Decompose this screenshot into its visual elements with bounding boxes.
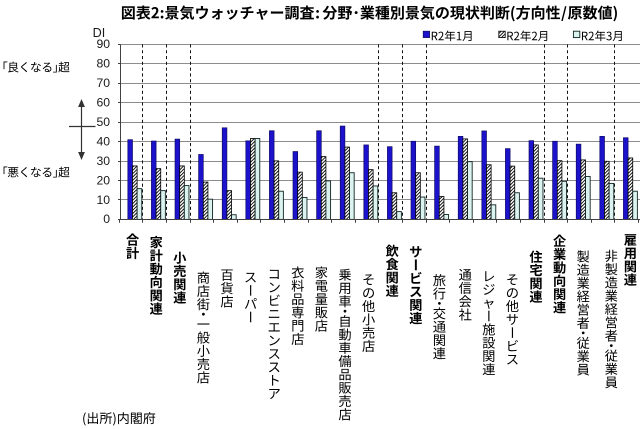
svg-text:DI: DI (93, 26, 106, 40)
svg-text:10: 10 (96, 193, 110, 207)
svg-text:40: 40 (96, 134, 110, 148)
svg-text:20: 20 (96, 173, 110, 187)
svg-text:0: 0 (103, 212, 110, 226)
svg-text:60: 60 (96, 96, 110, 110)
svg-text:70: 70 (96, 76, 110, 90)
svg-text:90: 90 (96, 37, 110, 51)
svg-text:50: 50 (96, 115, 110, 129)
svg-text:30: 30 (96, 154, 110, 168)
svg-text:80: 80 (96, 57, 110, 71)
